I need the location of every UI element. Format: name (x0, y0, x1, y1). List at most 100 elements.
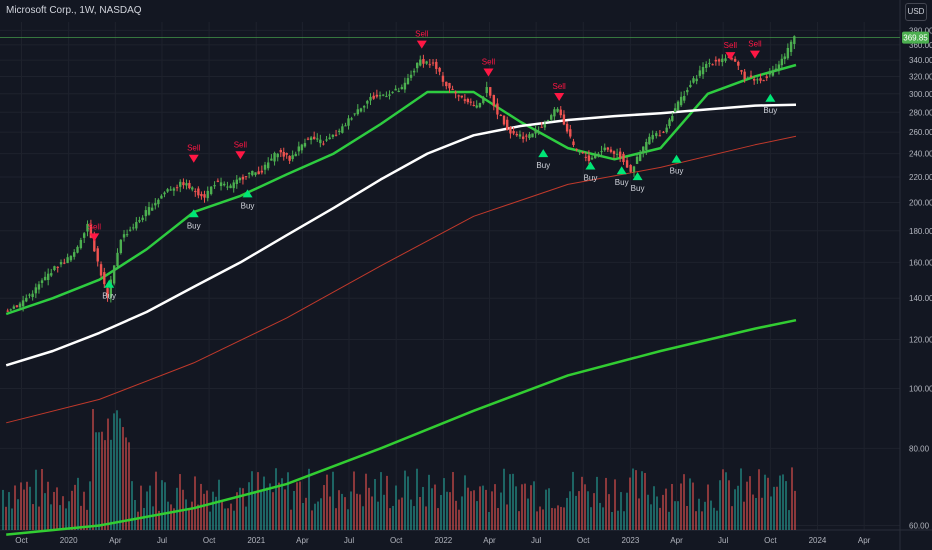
volume-bar (341, 493, 343, 530)
volume-bar (155, 471, 157, 530)
candle-body (229, 185, 232, 189)
sell-label: Sell (724, 41, 738, 50)
volume-bar (710, 500, 712, 530)
volume-bar (383, 494, 385, 530)
volume-bar (290, 509, 292, 530)
candle-body (651, 135, 654, 140)
candle-body (622, 153, 625, 163)
candle-body (780, 58, 784, 66)
volume-bar (158, 510, 160, 530)
candle-body (482, 96, 485, 104)
x-tick-label: Jul (157, 536, 167, 545)
volume-bar (431, 488, 433, 530)
volume-bar (695, 511, 697, 530)
volume-bar (149, 485, 151, 530)
candle-body (569, 129, 572, 137)
y-tick-label: 60.00 (909, 521, 930, 530)
volume-bar (500, 492, 502, 530)
candle-body (82, 233, 86, 238)
volume-bar (278, 482, 280, 530)
volume-bar (665, 488, 667, 530)
volume-bar (41, 468, 43, 530)
volume-bar (50, 504, 52, 530)
candle-body (334, 134, 338, 136)
volume-bar (503, 468, 505, 530)
volume-bar (260, 489, 262, 530)
volume-bar (644, 472, 646, 530)
volume-bar (755, 497, 757, 530)
volume-bar (788, 510, 790, 530)
volume-bar (371, 496, 373, 530)
candle-body (409, 74, 413, 78)
buy-arrow-icon (585, 161, 596, 170)
volume-bar (362, 506, 364, 530)
candle-body (584, 156, 588, 158)
candle-body (711, 64, 714, 66)
volume-bar (707, 484, 709, 530)
candle-body (25, 297, 28, 302)
volume-bar (524, 483, 526, 530)
buy-label: Buy (241, 201, 255, 210)
volume-bar (725, 472, 727, 530)
volume-bar (329, 496, 331, 530)
volume-bar (83, 491, 85, 530)
candle-body (316, 138, 319, 140)
volume-bar (554, 508, 556, 530)
volume-bar (719, 480, 721, 530)
candle-body (587, 155, 591, 161)
volume-bar (527, 498, 529, 530)
candle-body (103, 272, 106, 285)
volume-bar (71, 490, 73, 530)
candle-body (714, 59, 718, 62)
volume-bar (350, 491, 352, 530)
volume-bar (23, 489, 25, 530)
candle-body (422, 59, 425, 64)
volume-bar (557, 505, 559, 530)
candle-body (263, 164, 267, 170)
x-tick-label: Oct (390, 536, 403, 545)
volume-bar (2, 489, 4, 530)
volume-bar (419, 496, 421, 530)
currency-button[interactable]: USD (905, 3, 927, 21)
candle-body (668, 119, 671, 127)
candle-body (615, 153, 619, 155)
candle-body (282, 152, 285, 157)
volume-bar (275, 468, 277, 530)
candle-body (163, 192, 166, 195)
sell-arrow-icon (725, 52, 736, 61)
candle-body (257, 171, 260, 175)
candle-body (213, 185, 216, 187)
candle-body (297, 146, 301, 152)
volume-bar (395, 485, 397, 530)
volume-bar (284, 489, 286, 530)
candle-body (270, 158, 273, 161)
sell-arrow-icon (749, 50, 760, 59)
candle-body (692, 78, 695, 83)
candle-body (466, 98, 470, 103)
candle-body (372, 95, 375, 99)
candle-body (309, 137, 313, 141)
volume-bar (95, 432, 97, 530)
volume-bar (482, 485, 484, 530)
candle-body (457, 95, 460, 97)
candle-body (593, 154, 597, 159)
x-tick-label: Apr (109, 536, 122, 545)
volume-bar (380, 472, 382, 530)
buy-label: Buy (763, 106, 777, 115)
volume-bar (752, 494, 754, 530)
candle-body (203, 194, 206, 198)
candle-body (366, 100, 369, 104)
volume-bar (188, 509, 190, 530)
volume-bar (236, 492, 238, 530)
candle-body (169, 189, 172, 191)
volume-bar (473, 490, 475, 530)
volume-bar (521, 484, 523, 530)
volume-bar (281, 478, 283, 530)
volume-bar (770, 496, 772, 530)
volume-bar (308, 468, 310, 530)
candle-body (209, 186, 213, 195)
volume-bar (218, 479, 220, 530)
sell-label: Sell (552, 82, 566, 91)
volume-bar (728, 480, 730, 530)
